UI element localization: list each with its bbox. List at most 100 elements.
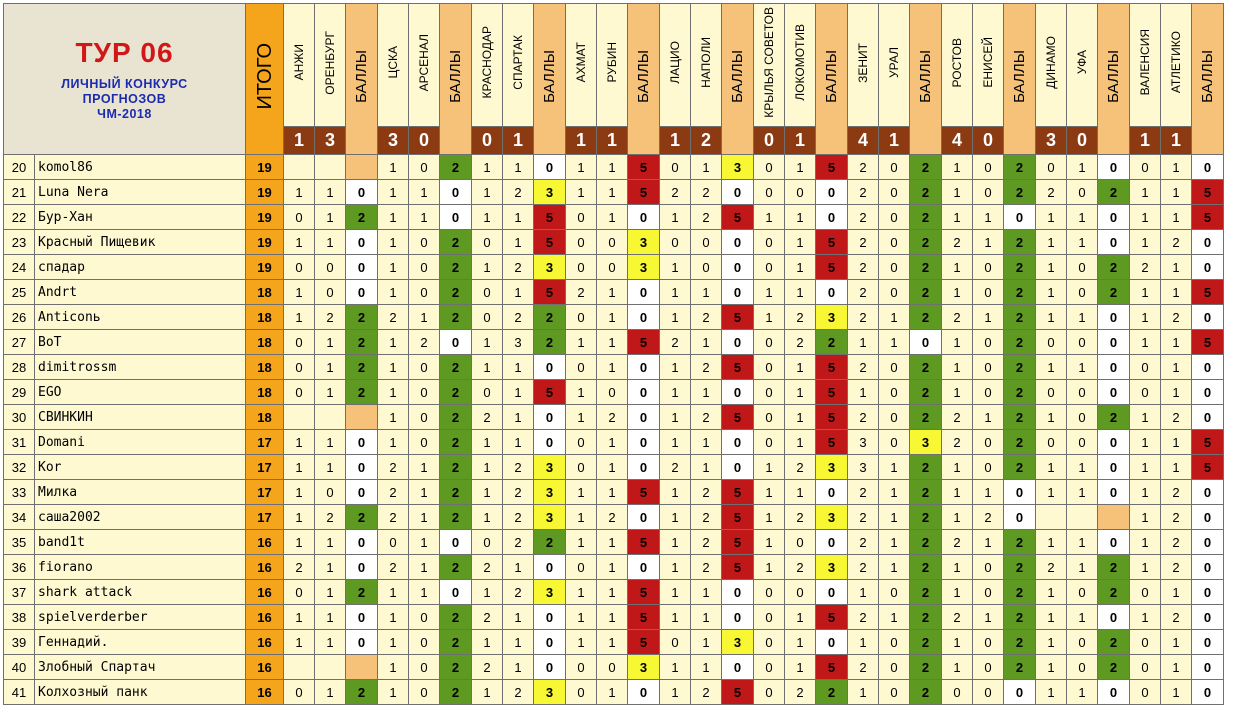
prediction-away: 1 — [1066, 554, 1098, 580]
team-name: УФА — [1074, 50, 1089, 75]
match-points: 2 — [1003, 529, 1036, 555]
match-points: 2 — [1003, 304, 1036, 330]
match-points: 5 — [721, 679, 754, 705]
prediction-away: 0 — [878, 229, 910, 255]
prediction-away: 0 — [878, 679, 910, 705]
match-points: 0 — [627, 204, 660, 230]
prediction-home: 1 — [1129, 179, 1161, 205]
prediction-home: 1 — [941, 579, 973, 605]
prediction-home: 0 — [565, 454, 597, 480]
match-points: 5 — [627, 629, 660, 655]
prediction-home: 1 — [941, 504, 973, 530]
prediction-home: 0 — [753, 654, 785, 680]
team-name: СПАРТАК — [510, 35, 525, 90]
match-points: 0 — [721, 429, 754, 455]
match-points: 5 — [533, 229, 566, 255]
prediction-home: 1 — [753, 304, 785, 330]
prediction-away: 1 — [878, 329, 910, 355]
prediction-home: 1 — [659, 554, 691, 580]
prediction-home: 1 — [283, 504, 315, 530]
prediction-away: 1 — [1066, 679, 1098, 705]
prediction-home: 1 — [659, 604, 691, 630]
prediction-home: 0 — [753, 629, 785, 655]
prediction-away: 1 — [314, 229, 346, 255]
prediction-away: 2 — [1160, 479, 1192, 505]
prediction-away: 1 — [1160, 454, 1192, 480]
prediction-away: 0 — [972, 454, 1004, 480]
prediction-home: 1 — [1129, 554, 1161, 580]
points-header: БАЛЛЫ — [627, 3, 660, 155]
prediction-home: 1 — [659, 679, 691, 705]
prediction-away: 1 — [502, 429, 534, 455]
prediction-home: 2 — [847, 654, 879, 680]
prediction-home: 1 — [1129, 529, 1161, 555]
match-points: 2 — [345, 204, 378, 230]
prediction-home: 1 — [565, 404, 597, 430]
prediction-home: 2 — [847, 504, 879, 530]
points-header-label: БАЛЛЫ — [1105, 50, 1122, 103]
prediction-away: 1 — [502, 654, 534, 680]
prediction-home: 1 — [659, 579, 691, 605]
prediction-away: 1 — [784, 379, 816, 405]
prediction-home: 1 — [565, 579, 597, 605]
prediction-away: 1 — [596, 479, 628, 505]
team-header-home: РОСТОВ — [941, 3, 973, 127]
prediction-home: 0 — [753, 229, 785, 255]
match-points: 0 — [815, 279, 848, 305]
match-points: 0 — [533, 604, 566, 630]
match-points: 3 — [533, 504, 566, 530]
prediction-home: 2 — [941, 404, 973, 430]
match-points: 5 — [815, 229, 848, 255]
row-number: 35 — [3, 529, 35, 555]
prediction-away: 1 — [878, 554, 910, 580]
match-points: 2 — [1003, 554, 1036, 580]
prediction-home: 0 — [659, 629, 691, 655]
row-number: 30 — [3, 404, 35, 430]
prediction-home: 2 — [659, 454, 691, 480]
match-points: 3 — [533, 679, 566, 705]
match-points: 0 — [909, 329, 942, 355]
total-header: ИТОГО — [245, 3, 284, 155]
match-points: 0 — [345, 529, 378, 555]
team-header-away: СПАРТАК — [502, 3, 534, 127]
prediction-away: 1 — [1160, 579, 1192, 605]
prediction-home: 1 — [941, 379, 973, 405]
match-points: 0 — [627, 504, 660, 530]
prediction-home — [283, 154, 315, 180]
prediction-home: 1 — [1035, 279, 1067, 305]
prediction-away: 0 — [972, 429, 1004, 455]
prediction-away: 1 — [972, 204, 1004, 230]
match-points: 0 — [533, 429, 566, 455]
prediction-home: 1 — [471, 179, 503, 205]
prediction-home: 1 — [1035, 254, 1067, 280]
match-points: 5 — [721, 479, 754, 505]
match-points: 2 — [909, 179, 942, 205]
prediction-away: 1 — [1160, 429, 1192, 455]
row-number: 34 — [3, 504, 35, 530]
match-points: 5 — [815, 354, 848, 380]
prediction-away: 0 — [972, 154, 1004, 180]
match-points: 0 — [1097, 679, 1130, 705]
total-points: 19 — [245, 179, 284, 205]
team-header-home: ЛАЦИО — [659, 3, 691, 127]
match-points: 2 — [815, 679, 848, 705]
participant-row: 23 Красный Пищевик 19 1 1 0 1 0 2 0 1 5 0 0 3 0 0 0 0 1 5 2 0 2… — [3, 229, 1224, 255]
match-points: 0 — [721, 329, 754, 355]
prediction-home: 0 — [471, 379, 503, 405]
total-header-label: ИТОГО — [253, 43, 276, 110]
tour-title: ТУР 06 — [75, 36, 174, 68]
team-name: АНЖИ — [291, 44, 306, 81]
participant-name: spielverderber — [34, 604, 246, 630]
participant-row: 38 spielverderber 16 1 1 0 1 0 2 2 1 0 1 1 5 1 1 0 0 1 5 2 1 2 2… — [3, 604, 1224, 630]
prediction-home: 1 — [941, 629, 973, 655]
total-points: 18 — [245, 279, 284, 305]
participant-name: komol86 — [34, 154, 246, 180]
prediction-away: 1 — [1160, 204, 1192, 230]
prediction-home: 1 — [753, 529, 785, 555]
prediction-away: 0 — [972, 579, 1004, 605]
match-points: 0 — [439, 579, 472, 605]
row-number: 29 — [3, 379, 35, 405]
prediction-home: 1 — [1129, 504, 1161, 530]
prediction-home: 1 — [1035, 229, 1067, 255]
prediction-home: 1 — [1129, 404, 1161, 430]
